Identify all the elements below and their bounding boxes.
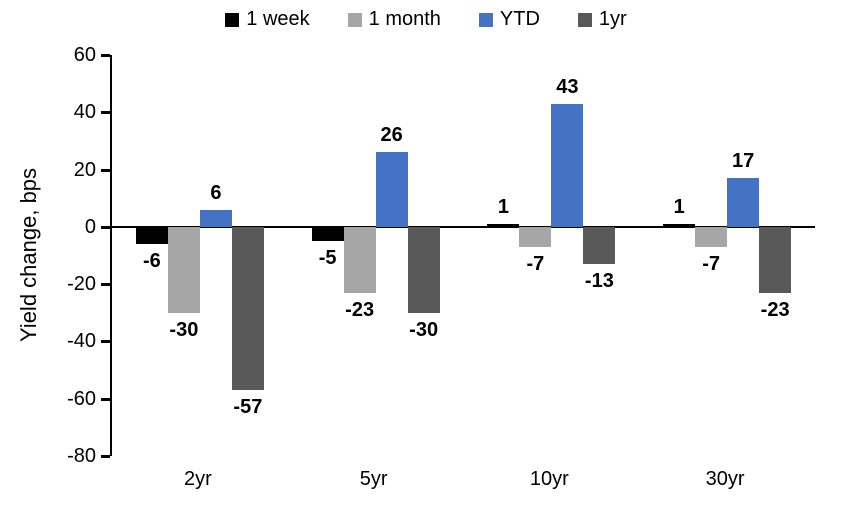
y-axis-tick-mark	[101, 283, 110, 287]
y-axis-tick-mark	[101, 111, 110, 115]
legend-label: 1 month	[368, 8, 441, 30]
bar	[343, 226, 376, 293]
bar-data-label: -30	[409, 318, 439, 341]
bar-data-label: 26	[380, 124, 403, 147]
bar-data-label: -7	[526, 252, 545, 275]
bar-data-label: -5	[318, 247, 337, 270]
bar-data-label: -57	[233, 396, 263, 419]
legend-label: 1 week	[246, 8, 310, 30]
bar	[135, 226, 168, 245]
y-axis-tick-label: 20	[73, 158, 96, 181]
x-axis-zero-line	[112, 225, 815, 228]
y-axis-tick-label: 60	[73, 44, 96, 66]
y-axis-tick-label: -60	[67, 387, 96, 410]
y-axis-tick-mark	[101, 397, 110, 401]
bar	[583, 226, 616, 265]
bar	[407, 226, 440, 313]
y-axis-tick-label: 40	[73, 101, 96, 124]
bar	[727, 178, 760, 227]
legend-swatch-icon	[225, 12, 240, 27]
legend-swatch-icon	[478, 12, 493, 27]
y-axis-tick-mark	[101, 455, 110, 458]
bar-data-label: 6	[210, 181, 222, 204]
x-axis-category-label: 2yr	[183, 468, 212, 490]
bar-data-label: -23	[345, 298, 375, 321]
bar-data-label: 17	[732, 150, 755, 173]
y-axis-title: Yield change, bps	[16, 167, 41, 343]
legend-item: 1 week	[225, 8, 310, 31]
bar-data-label: -13	[584, 270, 614, 293]
bar	[519, 226, 552, 247]
plot-area: 60 40 20 0 -20 -40 -60 -80 -6 -5 1 1 -30 -23 -7 -7 6 26 43…	[67, 44, 815, 467]
x-axis-category-label: 5yr	[359, 468, 388, 490]
y-axis-tick-mark	[101, 168, 110, 172]
bar-data-label: 1	[497, 195, 509, 218]
y-axis-tick-label: -80	[67, 445, 96, 467]
bar	[487, 223, 520, 227]
y-axis-tick-mark	[101, 54, 110, 57]
bar	[759, 226, 792, 293]
legend-swatch-icon	[577, 12, 592, 27]
legend-item: YTD	[478, 8, 540, 31]
x-axis-category-label: 30yr	[705, 468, 745, 490]
legend-item: 1 month	[347, 8, 441, 31]
y-axis-tick-mark	[101, 225, 110, 229]
legend-swatch-icon	[347, 12, 362, 27]
bar-data-label: -30	[169, 318, 199, 341]
y-axis-tick-mark	[101, 340, 110, 344]
legend: 1 week 1 month YTD 1yr	[0, 8, 852, 31]
bar-data-label: -7	[702, 252, 721, 275]
bar-data-label: 43	[556, 75, 579, 98]
bar	[231, 226, 264, 391]
y-axis-tick-label: -20	[67, 273, 96, 296]
bar	[695, 226, 728, 247]
bar-data-label: -23	[760, 298, 790, 321]
legend-label: 1yr	[598, 8, 627, 30]
bar	[311, 226, 344, 242]
bar-data-label: -6	[142, 250, 161, 273]
bar	[663, 223, 696, 227]
bar	[551, 103, 584, 227]
x-axis-category-label: 10yr	[529, 468, 569, 490]
bar-data-label: 1	[673, 195, 685, 218]
y-axis-tick-label: -40	[67, 330, 96, 353]
y-axis-tick-label: 0	[84, 215, 96, 238]
bar	[167, 226, 200, 313]
bar	[199, 209, 232, 227]
legend-item: 1yr	[577, 8, 627, 31]
bar	[375, 152, 408, 227]
legend-label: YTD	[499, 8, 540, 30]
